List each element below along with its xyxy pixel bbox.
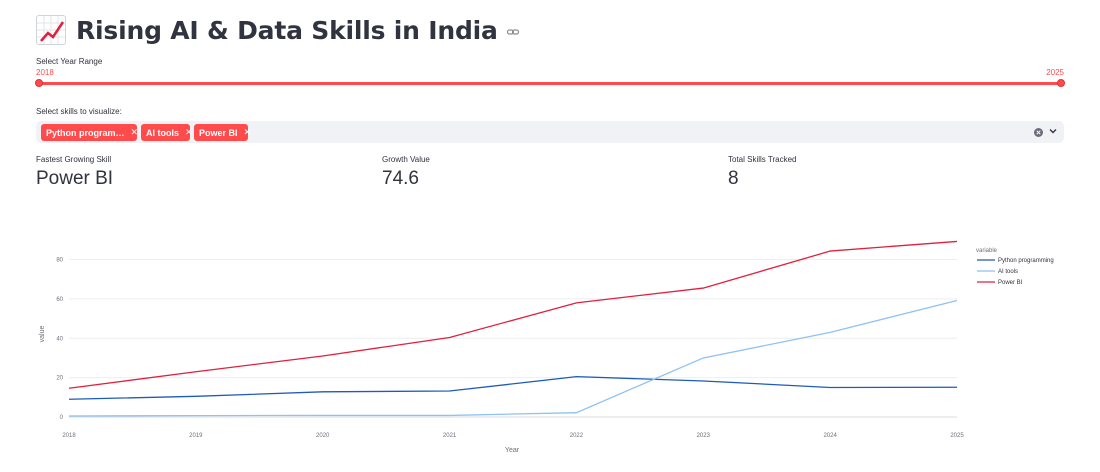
metric-total-skills: Total Skills Tracked 8 <box>728 155 796 190</box>
y-tick-label: 60 <box>56 297 63 303</box>
series-line <box>68 299 958 417</box>
year-range-end-handle[interactable] <box>1057 79 1065 87</box>
x-tick-label: 2022 <box>570 433 584 439</box>
remove-tag-icon[interactable]: ✕ <box>243 127 252 137</box>
year-range-min-value: 2018 <box>36 68 54 77</box>
y-tick-label: 20 <box>56 376 63 382</box>
y-tick-label: 40 <box>56 336 63 342</box>
y-axis-title: value <box>39 326 46 343</box>
skill-tag-label: Python program… <box>46 127 125 138</box>
year-range-max-value: 2025 <box>1046 68 1064 77</box>
x-tick-label: 2020 <box>316 433 330 439</box>
legend-title: variable <box>976 248 998 254</box>
year-range-start-handle[interactable] <box>35 79 43 87</box>
series-line <box>68 375 958 400</box>
skill-tag-ai-tools: AI tools ✕ <box>141 124 193 141</box>
x-axis-title: Year <box>505 447 520 454</box>
x-tick-label: 2021 <box>443 433 457 439</box>
page-title: Rising AI & Data Skills in India <box>76 15 498 45</box>
x-tick-label: 2025 <box>950 433 964 439</box>
page-header: Rising AI & Data Skills in India <box>36 12 520 48</box>
chart-increasing-icon <box>36 15 66 45</box>
link-icon[interactable] <box>506 25 520 39</box>
remove-tag-icon[interactable]: ✕ <box>185 127 193 137</box>
skills-multiselect[interactable]: Python program… ✕ AI tools ✕ Power BI ✕ <box>36 121 1064 143</box>
metric-value: 74.6 <box>382 168 419 189</box>
clear-all-icon[interactable] <box>1034 128 1043 137</box>
x-tick-label: 2018 <box>62 433 76 439</box>
series-line <box>68 240 958 389</box>
x-tick-label: 2019 <box>189 433 203 439</box>
legend-label: AI tools <box>998 269 1018 275</box>
x-tick-label: 2024 <box>823 433 837 439</box>
skills-select-label: Select skills to visualize: <box>36 107 122 116</box>
y-tick-label: 80 <box>56 258 63 264</box>
skill-tag-label: AI tools <box>146 127 179 138</box>
legend-label: Power BI <box>998 280 1023 286</box>
chevron-down-icon[interactable] <box>1048 126 1058 136</box>
metric-growth-value: Growth Value 74.6 <box>382 155 430 190</box>
skill-tag-power-bi: Power BI ✕ <box>194 124 251 141</box>
metric-value: Power BI <box>36 168 114 189</box>
x-tick-labels: 2018 2019 2020 2021 2022 2023 2024 2025 <box>62 433 964 439</box>
metric-label: Total Skills Tracked <box>728 155 797 164</box>
chart-series-lines <box>68 240 958 417</box>
y-tick-labels: 0 20 40 60 80 <box>56 258 63 421</box>
chart-grid <box>69 259 957 418</box>
legend-label: Python programming <box>998 258 1054 264</box>
metric-fastest-growing: Fastest Growing Skill Power BI <box>36 155 113 190</box>
skill-tag-label: Power BI <box>199 127 238 138</box>
x-tick-label: 2023 <box>697 433 711 439</box>
metric-label: Fastest Growing Skill <box>36 155 112 164</box>
chart-legend: variable Python programming AI tools Power… <box>976 248 1054 286</box>
y-tick-label: 0 <box>60 415 64 421</box>
metric-value: 8 <box>728 168 739 189</box>
metric-label: Growth Value <box>382 155 430 164</box>
year-range-label: Select Year Range <box>36 57 103 66</box>
year-range-track[interactable] <box>39 82 1061 85</box>
skill-tag-python: Python program… ✕ <box>41 124 139 141</box>
remove-tag-icon[interactable]: ✕ <box>130 127 139 137</box>
